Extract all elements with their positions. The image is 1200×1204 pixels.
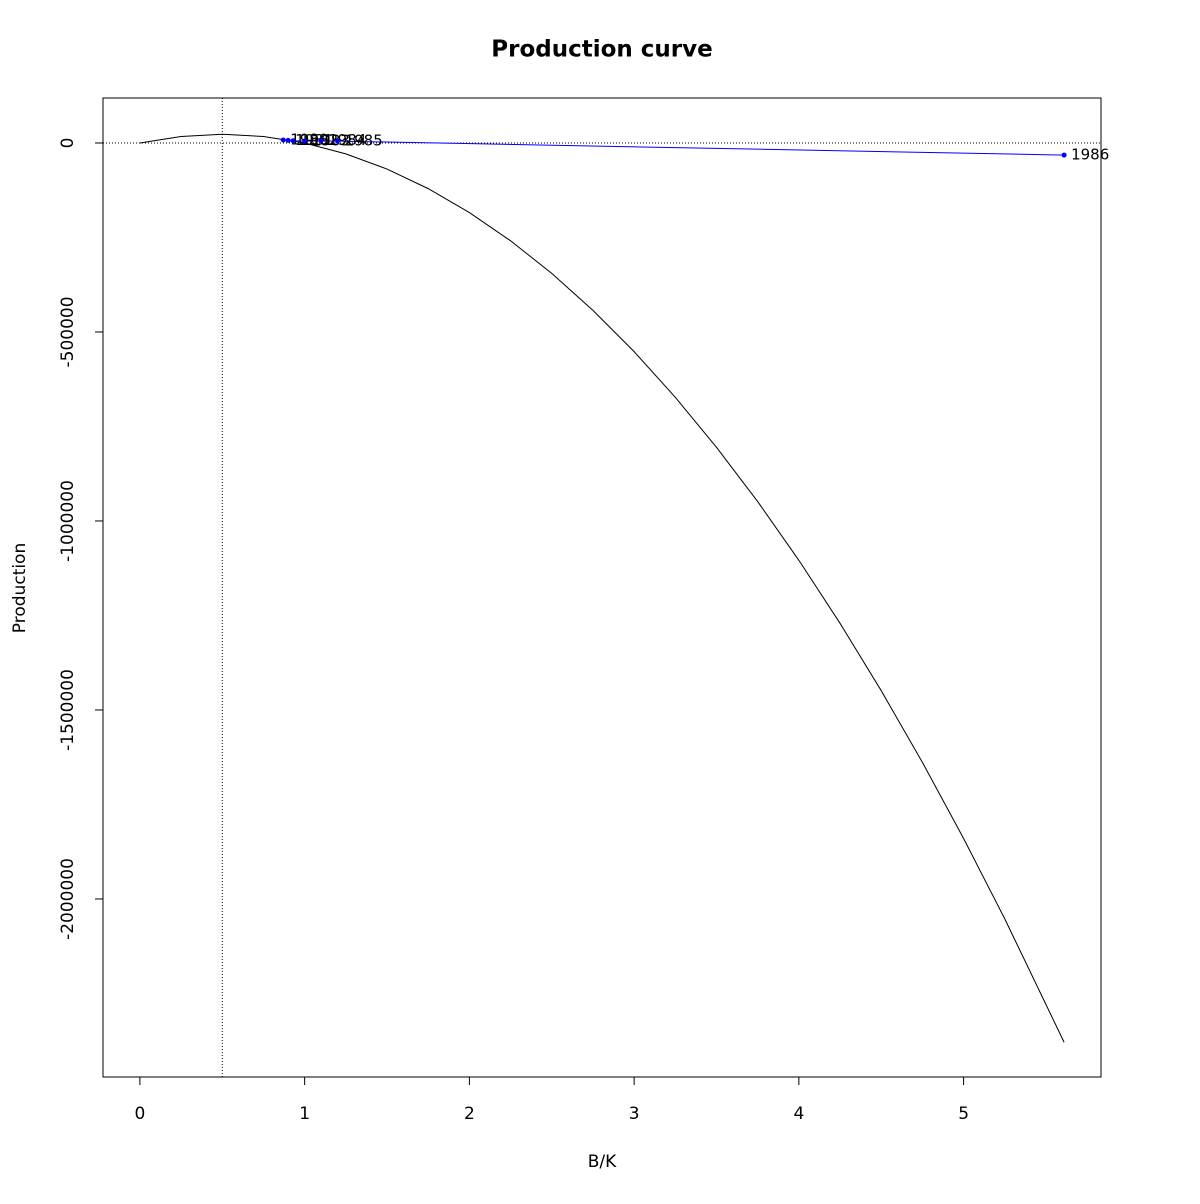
trajectory-point (280, 137, 286, 143)
x-tick-label: 3 (629, 1104, 640, 1124)
point-label: 1983 (312, 132, 350, 150)
trajectory-point (318, 138, 324, 144)
y-axis-label: Production (10, 543, 30, 633)
point-label: 1980 (290, 130, 328, 148)
trajectory-point (302, 138, 308, 144)
x-tick-label: 4 (793, 1104, 804, 1124)
y-tick-label: -500000 (58, 296, 78, 367)
x-tick-label: 1 (299, 1104, 310, 1124)
y-tick-label: -2000000 (58, 858, 78, 940)
point-label: 1981 (295, 131, 333, 149)
point-label: 1986 (1071, 146, 1109, 164)
chart-title: Production curve (491, 37, 712, 63)
y-tick-label: -1500000 (58, 669, 78, 751)
point-label: 1984 (328, 131, 366, 149)
x-tick-label: 0 (134, 1104, 145, 1124)
point-label: 1985 (345, 132, 383, 150)
y-tick-label: -1000000 (58, 480, 78, 562)
x-tick-label: 5 (958, 1104, 969, 1124)
trajectory-point (1061, 152, 1067, 158)
x-tick-label: 2 (464, 1104, 475, 1124)
trajectory-point (285, 137, 291, 143)
trajectory-point (290, 138, 296, 144)
plot-frame (102, 97, 1102, 1078)
x-axis-label: B/K (588, 1152, 617, 1172)
y-tick-label: 0 (58, 138, 78, 149)
trajectory-point (335, 138, 341, 144)
